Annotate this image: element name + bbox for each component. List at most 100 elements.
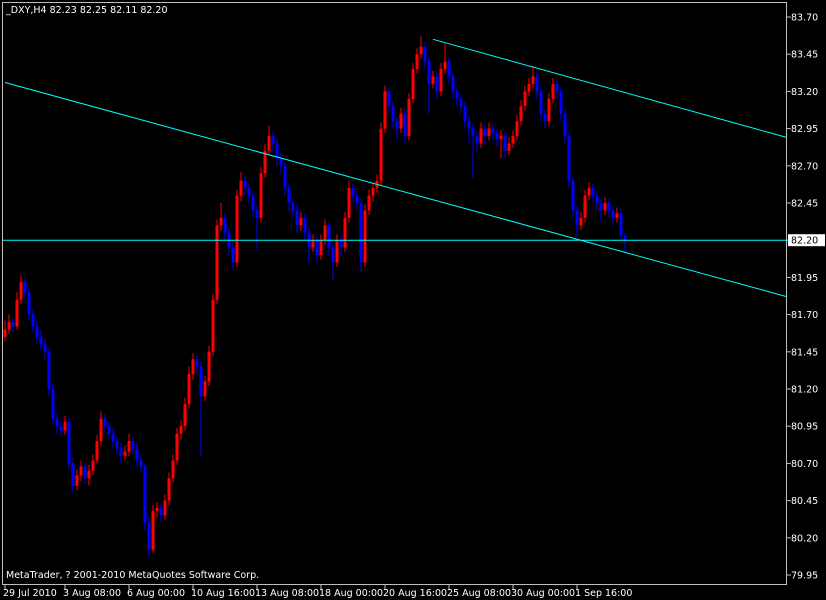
- x-tick-label: 25 Aug 08:00: [447, 588, 511, 599]
- copyright: MetaTrader, ? 2001-2010 MetaQuotes Softw…: [6, 570, 259, 581]
- candle-body: [95, 441, 99, 461]
- candle-body: [203, 381, 207, 397]
- candle-body: [207, 351, 211, 382]
- candle-body: [587, 188, 591, 196]
- candle-body: [603, 203, 607, 211]
- candle-body: [115, 441, 119, 449]
- candle-body: [3, 329, 7, 337]
- bid-label-box: [788, 234, 825, 247]
- candle-body: [51, 389, 55, 419]
- candle-body: [583, 195, 587, 218]
- candle-body: [183, 403, 187, 427]
- candle-body: [239, 180, 243, 196]
- candle-body: [319, 240, 323, 256]
- candle-body: [471, 128, 475, 137]
- candle-body: [79, 466, 83, 476]
- candle-body: [63, 421, 67, 431]
- candle-body: [615, 213, 619, 218]
- candle-body: [431, 76, 435, 84]
- x-tick-label: 1 Sep 16:00: [575, 588, 632, 599]
- candle-body: [223, 217, 227, 233]
- x-tick-label: 20 Aug 16:00: [383, 588, 447, 599]
- candle-body: [439, 69, 443, 92]
- candle-body: [467, 121, 471, 129]
- candle-body: [159, 508, 163, 516]
- y-tick-label: 81.20: [791, 385, 818, 396]
- candle-body: [527, 83, 531, 92]
- low-label: 82.11: [110, 5, 137, 16]
- candle-body: [515, 121, 519, 137]
- x-tick-label: 29 Jul 2010: [3, 588, 57, 599]
- candle-body: [103, 418, 107, 427]
- candle-body: [267, 136, 271, 151]
- candle-body: [407, 98, 411, 137]
- candle-body: [151, 511, 155, 550]
- candle-body: [15, 299, 19, 327]
- candle-body: [195, 359, 199, 367]
- candle-body: [411, 69, 415, 99]
- y-tick-label: 82.70: [791, 161, 818, 172]
- candle-body: [175, 433, 179, 461]
- candle-body: [279, 158, 283, 166]
- candle-body: [623, 235, 627, 241]
- candle-body: [43, 344, 47, 352]
- candle-body: [147, 522, 151, 550]
- candle-body: [263, 150, 267, 174]
- candle-body: [167, 478, 171, 501]
- candle-body: [427, 61, 431, 84]
- candle-body: [463, 106, 467, 122]
- candle-body: [127, 441, 131, 452]
- candle-body: [71, 463, 75, 486]
- candle-body: [11, 322, 15, 327]
- candle-body: [247, 188, 251, 196]
- candle-body: [139, 460, 143, 467]
- candle-body: [351, 188, 355, 196]
- candle-body: [295, 210, 299, 226]
- candle-body: [143, 466, 147, 523]
- x-tick-label: 30 Aug 00:00: [511, 588, 575, 599]
- candle-body: [423, 46, 427, 62]
- candle-body: [135, 448, 139, 461]
- candle-body: [379, 128, 383, 181]
- candle-body: [243, 180, 247, 189]
- candle-body: [283, 165, 287, 189]
- candle-body: [395, 121, 399, 129]
- chart-header: _DXY,H4 82.23 82.25 82.11 82.20: [5, 5, 168, 16]
- open-label: 82.23: [50, 5, 77, 16]
- y-tick-label: 82.45: [791, 199, 818, 210]
- candle-body: [563, 113, 567, 137]
- candle-body: [303, 217, 307, 233]
- symbol: _DXY,H4: [5, 5, 47, 16]
- candle-body: [31, 314, 35, 327]
- candle-body: [347, 188, 351, 218]
- candle-body: [155, 508, 159, 512]
- candle-body: [311, 240, 315, 248]
- candle-body: [511, 136, 515, 144]
- candle-body: [123, 451, 127, 456]
- candle-body: [39, 336, 43, 345]
- candle-body: [19, 281, 23, 300]
- candle-body: [599, 203, 603, 211]
- candle-body: [359, 203, 363, 263]
- candle-body: [91, 460, 95, 471]
- candle-body: [575, 210, 579, 226]
- candle-body: [23, 281, 27, 293]
- candle-body: [555, 83, 559, 92]
- y-tick-label: 80.95: [791, 422, 818, 433]
- candle-body: [131, 441, 135, 449]
- candle-body: [531, 76, 535, 84]
- candle-body: [83, 466, 87, 479]
- candle-body: [535, 76, 539, 92]
- x-tick-label: 18 Aug 00:00: [319, 588, 383, 599]
- candle-body: [259, 173, 263, 218]
- y-tick-label: 79.95: [791, 571, 818, 582]
- y-tick-label: 81.70: [791, 310, 818, 321]
- candle-body: [211, 299, 215, 352]
- candle-body: [171, 460, 175, 479]
- candle-body: [287, 188, 291, 203]
- candle-body: [523, 91, 527, 107]
- y-tick-label: 80.45: [791, 496, 818, 507]
- candle-body: [111, 433, 115, 442]
- candle-body: [607, 203, 611, 211]
